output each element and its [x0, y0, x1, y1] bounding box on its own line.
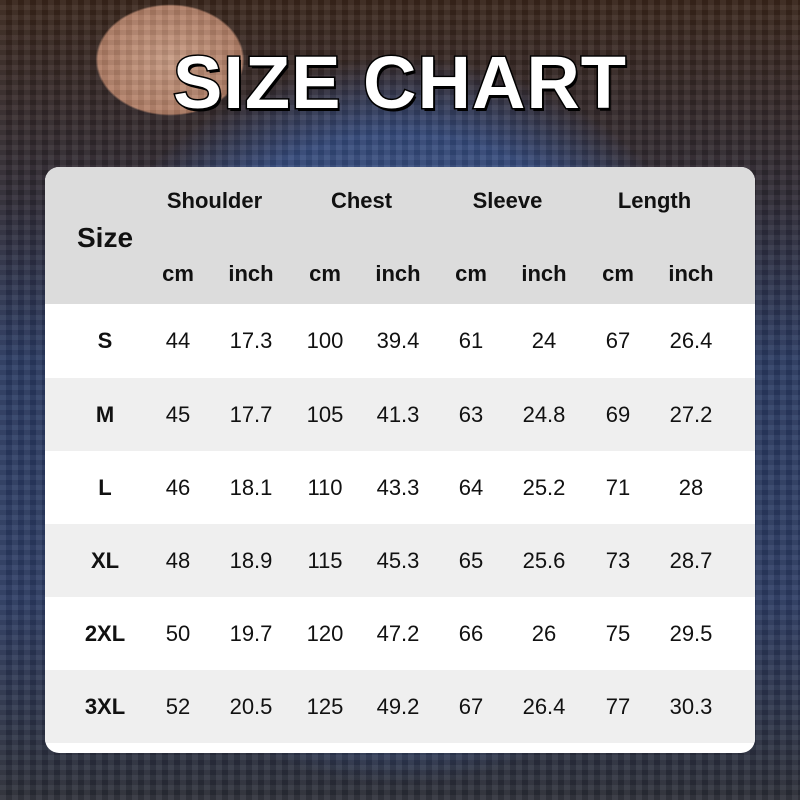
- measurement-cell: 64: [458, 474, 484, 500]
- column-group-header: Length: [617, 188, 692, 213]
- measurement-cell: 19.7: [229, 620, 273, 646]
- measurement-cell: 65: [458, 547, 484, 573]
- measurement-cell: 18.1: [229, 474, 273, 500]
- unit-header: cm: [309, 261, 341, 286]
- table-row: XL 48 18.9 115 45.3 65 25.6 73 28.7: [45, 524, 755, 597]
- measurement-cell: 30.3: [669, 693, 713, 719]
- table-header: Size Shoulder Chest Sleeve Length cm inch cm in…: [45, 167, 755, 304]
- measurement-cell: 17.7: [229, 401, 273, 427]
- size-chart-table: Size Shoulder Chest Sleeve Length cm inch cm in…: [45, 167, 755, 753]
- measurement-cell: 120: [306, 620, 344, 646]
- measurement-cell: 48: [165, 547, 191, 573]
- column-group-header: Sleeve: [472, 188, 543, 213]
- size-label: M: [95, 401, 115, 427]
- measurement-cell: 27.2: [669, 401, 713, 427]
- measurement-cell: 69: [605, 401, 631, 427]
- measurement-cell: 110: [307, 474, 343, 500]
- measurement-cell: 75: [605, 620, 631, 646]
- size-label: L: [98, 474, 112, 500]
- size-label: S: [97, 327, 113, 353]
- measurement-cell: 28.7: [669, 547, 713, 573]
- unit-header: inch: [521, 261, 567, 286]
- unit-header: inch: [228, 261, 274, 286]
- size-header: Size: [76, 222, 134, 253]
- measurement-cell: 46: [165, 474, 191, 500]
- measurement-cell: 50: [165, 620, 191, 646]
- measurement-cell: 26.4: [522, 693, 566, 719]
- measurement-cell: 52: [165, 693, 191, 719]
- measurement-cell: 71: [605, 474, 631, 500]
- measurement-cell: 26: [531, 620, 557, 646]
- measurement-cell: 67: [605, 327, 631, 353]
- measurement-cell: 17.3: [229, 327, 273, 353]
- measurement-cell: 25.6: [522, 547, 566, 573]
- measurement-cell: 77: [605, 693, 631, 719]
- measurement-cell: 44: [165, 327, 191, 353]
- measurement-cell: 43.3: [376, 474, 420, 500]
- measurement-cell: 73: [605, 547, 631, 573]
- table-row: 3XL 52 20.5 125 49.2 67 26.4 77 30.3: [45, 670, 755, 743]
- measurement-cell: 63: [458, 401, 484, 427]
- measurement-cell: 67: [458, 693, 484, 719]
- measurement-cell: 24: [531, 327, 557, 353]
- measurement-cell: 26.4: [669, 327, 713, 353]
- measurement-cell: 125: [306, 693, 344, 719]
- measurement-cell: 61: [458, 327, 484, 353]
- measurement-cell: 47.2: [376, 620, 420, 646]
- measurement-cell: 105: [306, 401, 344, 427]
- measurement-cell: 24.8: [522, 401, 566, 427]
- table-row: L 46 18.1 110 43.3 64 25.2 71 28: [45, 451, 755, 524]
- measurement-cell: 20.5: [229, 693, 273, 719]
- measurement-cell: 25.2: [522, 474, 566, 500]
- unit-header: inch: [668, 261, 714, 286]
- table-row: 2XL 50 19.7 120 47.2 66 26 75 29.5: [45, 597, 755, 670]
- measurement-cell: 49.2: [376, 693, 420, 719]
- measurement-cell: 28: [678, 474, 704, 500]
- size-label: 2XL: [84, 620, 126, 646]
- size-label: XL: [90, 547, 120, 573]
- size-label: 3XL: [84, 693, 126, 719]
- measurement-cell: 45.3: [376, 547, 420, 573]
- measurement-cell: 29.5: [669, 620, 713, 646]
- measurement-cell: 66: [458, 620, 484, 646]
- measurement-cell: 41.3: [376, 401, 420, 427]
- table-row: M 45 17.7 105 41.3 63 24.8 69 27.2: [45, 378, 755, 451]
- table-row: S 44 17.3 100 39.4 61 24 67 26.4: [45, 304, 755, 377]
- unit-header: cm: [162, 261, 194, 286]
- unit-header: cm: [455, 261, 487, 286]
- measurement-cell: 39.4: [376, 327, 420, 353]
- measurement-cell: 45: [165, 401, 191, 427]
- unit-header: cm: [602, 261, 634, 286]
- page-title: SIZE CHART: [172, 40, 628, 126]
- column-group-header: Chest: [330, 188, 393, 213]
- measurement-cell: 100: [306, 327, 344, 353]
- measurement-cell: 115: [307, 547, 343, 573]
- unit-header: inch: [375, 261, 421, 286]
- measurement-cell: 18.9: [229, 547, 273, 573]
- column-group-header: Shoulder: [166, 188, 263, 213]
